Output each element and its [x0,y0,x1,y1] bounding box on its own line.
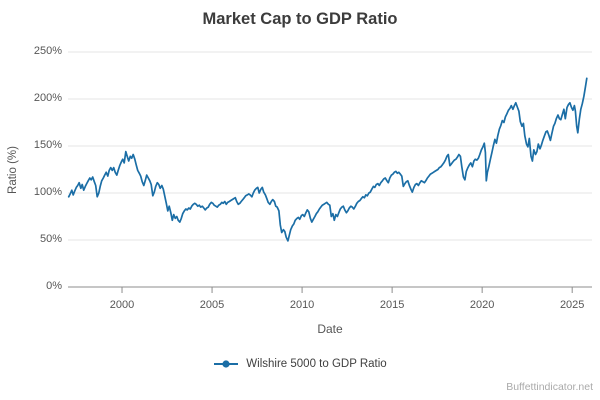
series-line [67,77,588,242]
legend-label: Wilshire 5000 to GDP Ratio [246,358,387,370]
y-tick-label: 250% [33,45,62,57]
legend-line-marker-icon [214,360,239,368]
attribution: Buffettindicator.net [506,381,593,393]
y-tick-label: 200% [33,92,62,104]
x-tick-label: 2025 [559,299,585,311]
legend: Wilshire 5000 to GDP Ratio [0,358,600,370]
gridlines [68,51,592,241]
x-tick-label: 2010 [289,299,315,311]
y-tick-label: 100% [33,186,62,198]
x-tick-label: 2015 [379,299,405,311]
y-tick-label: 0% [46,280,62,292]
x-tick-label: 2020 [469,299,495,311]
chart-title: Market Cap to GDP Ratio [202,10,398,28]
x-axis [68,286,592,293]
x-axis-title: Date [317,322,343,336]
x-tick-label: 2000 [109,299,135,311]
y-tick-label: 150% [33,139,62,151]
legend-item-wilshire[interactable]: Wilshire 5000 to GDP Ratio [213,358,387,370]
x-tick-label: 2005 [199,299,225,311]
y-tick-label: 50% [39,233,62,245]
